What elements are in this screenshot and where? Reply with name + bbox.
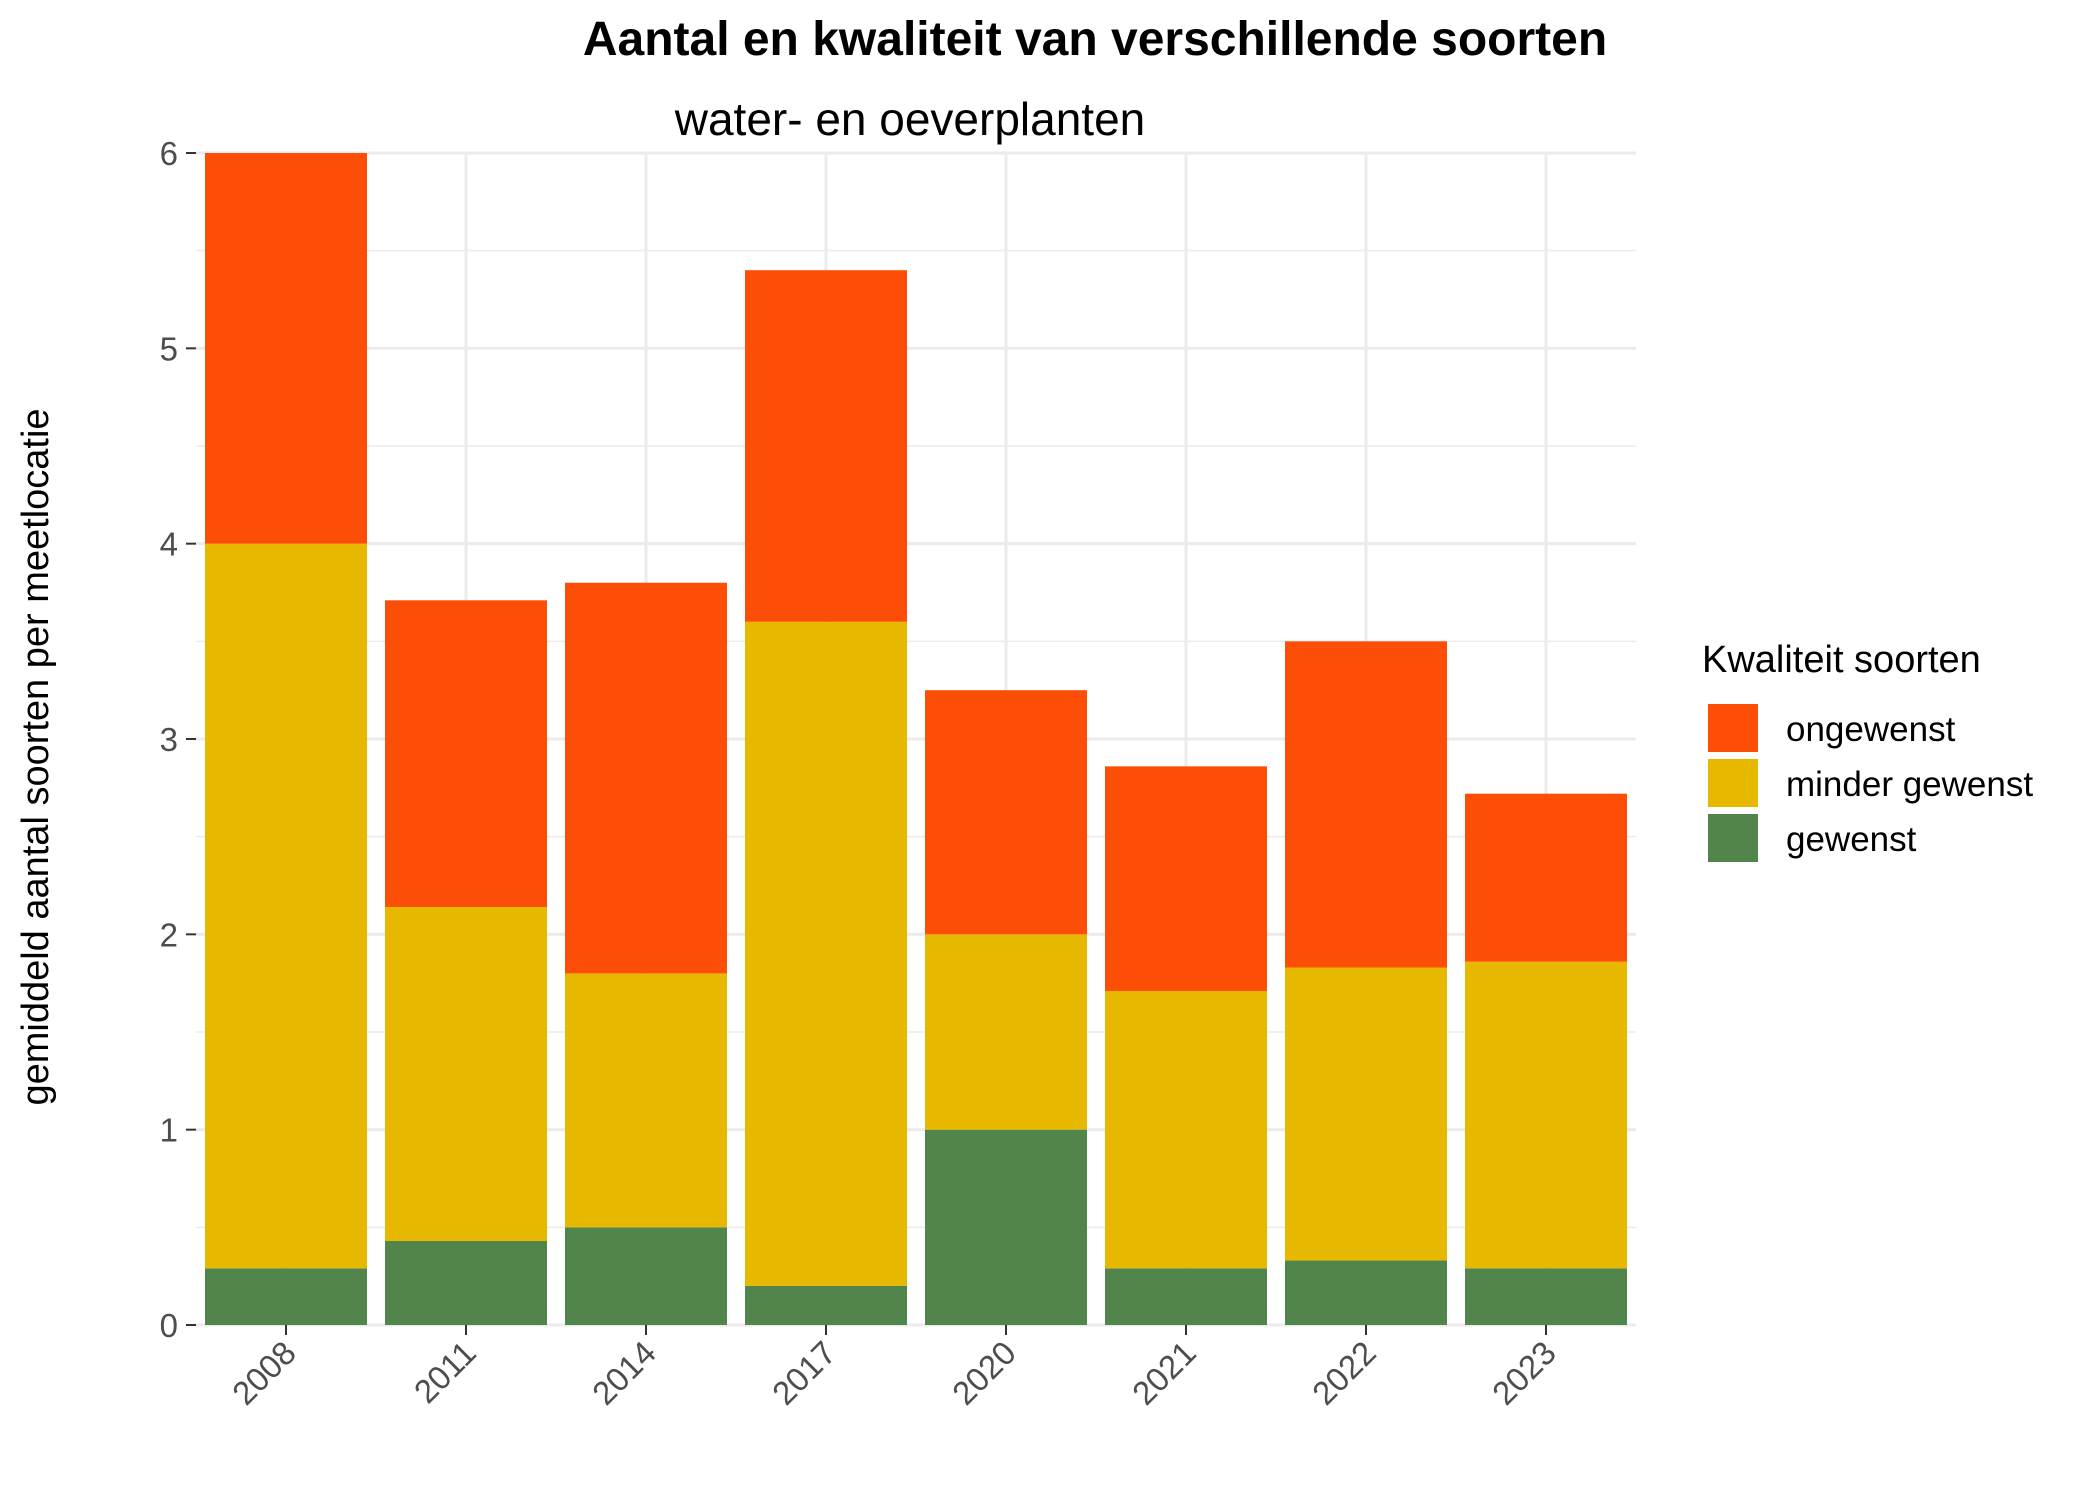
bar-segment xyxy=(205,543,367,1269)
bar-segment xyxy=(925,934,1087,1130)
x-tick-label: 2020 xyxy=(945,1334,1023,1412)
chart-subtitle: water- en oeverplanten xyxy=(674,93,1146,145)
bar-segment xyxy=(925,690,1087,935)
bars xyxy=(205,153,1627,1325)
y-tick-label: 3 xyxy=(160,721,178,758)
chart-title: Aantal en kwaliteit van verschillende so… xyxy=(583,13,1607,66)
bar-segment xyxy=(745,270,907,622)
x-tick-label: 2008 xyxy=(225,1334,303,1412)
bar-segment xyxy=(565,973,727,1228)
bar-segment xyxy=(1465,1268,1627,1325)
x-tick-label: 2014 xyxy=(585,1334,663,1412)
bar-segment xyxy=(745,1285,907,1325)
legend-label: gewenst xyxy=(1786,820,1917,859)
bar-segment xyxy=(205,1268,367,1325)
y-axis: 0 1 2 3 4 5 6 xyxy=(160,135,196,1344)
bar-segment xyxy=(925,1129,1087,1325)
y-tick-label: 0 xyxy=(160,1307,178,1344)
legend-swatch xyxy=(1708,704,1758,752)
y-tick-label: 6 xyxy=(160,135,178,172)
bar-segment xyxy=(1105,990,1267,1269)
bar-segment xyxy=(1465,961,1627,1269)
bar-segment xyxy=(205,153,367,544)
x-axis: 2008 2011 2014 2017 2020 2021 2022 2023 xyxy=(225,1325,1563,1412)
bar-segment xyxy=(1285,641,1447,968)
bar-segment xyxy=(1105,766,1267,991)
bar-segment xyxy=(745,621,907,1286)
legend-label: minder gewenst xyxy=(1786,765,2033,804)
y-axis-label: gemiddeld aantal soorten per meetlocatie xyxy=(15,408,57,1105)
bar-segment xyxy=(565,1227,727,1325)
bar-segment xyxy=(385,600,547,907)
bar-segment xyxy=(1285,1260,1447,1325)
y-tick-label: 4 xyxy=(160,526,178,563)
y-tick-label: 1 xyxy=(160,1112,178,1149)
legend-title: Kwaliteit soorten xyxy=(1702,639,1981,681)
x-tick-label: 2011 xyxy=(407,1334,483,1410)
legend-swatch xyxy=(1708,814,1758,862)
bar-segment xyxy=(385,1241,547,1325)
x-tick-label: 2021 xyxy=(1125,1334,1203,1412)
legend-label: ongewenst xyxy=(1786,710,1956,749)
bar-segment xyxy=(1285,967,1447,1261)
bar-segment xyxy=(385,906,547,1242)
y-tick-label: 2 xyxy=(160,916,178,953)
legend-swatch xyxy=(1708,759,1758,807)
x-tick-label: 2023 xyxy=(1485,1334,1563,1412)
x-tick-label: 2022 xyxy=(1305,1334,1383,1412)
bar-segment xyxy=(1465,793,1627,962)
x-tick-label: 2017 xyxy=(765,1334,843,1412)
bar-segment xyxy=(1105,1268,1267,1325)
legend: Kwaliteit soorten ongewenst minder gewens… xyxy=(1702,639,2033,862)
bar-segment xyxy=(565,582,727,974)
y-tick-label: 5 xyxy=(160,330,178,367)
